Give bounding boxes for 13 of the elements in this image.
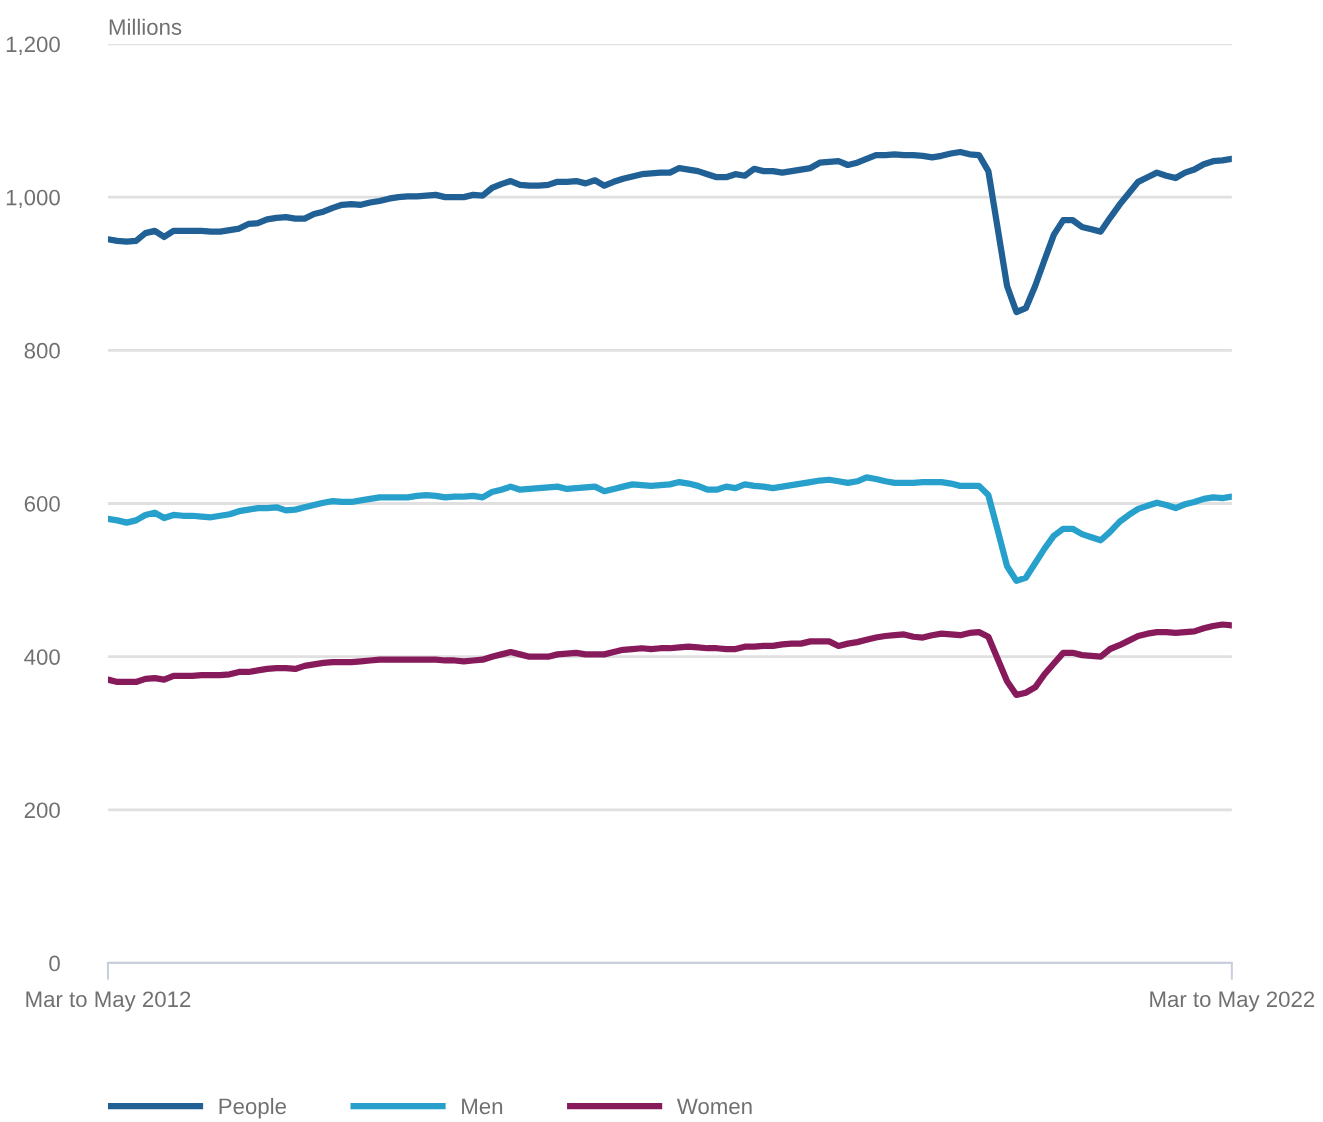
y-tick-label: 0 — [49, 955, 60, 972]
x-tick-label: Mar to May 2012 — [26, 991, 191, 1012]
legend-label: Men — [462, 1098, 503, 1115]
legend-label: Women — [676, 1098, 752, 1115]
y-tick-label: 1,200 — [6, 36, 60, 55]
legend-label: People — [219, 1097, 286, 1119]
y-tick-label: 1,000 — [6, 189, 60, 209]
y-axis-title: Millions — [109, 18, 182, 35]
y-tick-label: 600 — [24, 496, 60, 512]
x-tick-label: Mar to May 2022 — [1150, 991, 1315, 1012]
y-tick-label: 800 — [24, 342, 60, 359]
y-tick-label: 200 — [24, 802, 60, 819]
y-tick-label: 400 — [24, 649, 60, 665]
